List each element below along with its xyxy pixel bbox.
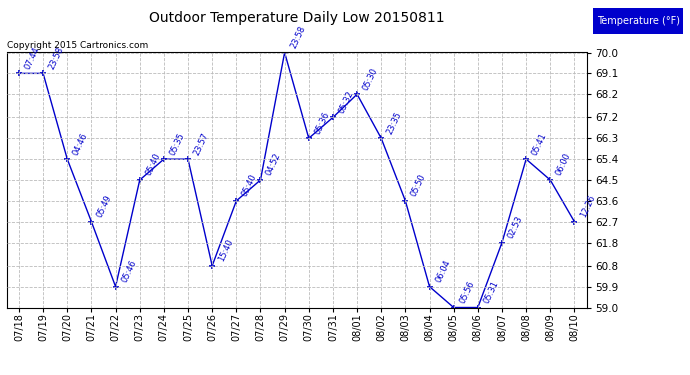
Text: 06:00: 06:00	[555, 152, 573, 177]
Text: 07:44: 07:44	[23, 45, 41, 70]
Text: 05:49: 05:49	[96, 194, 114, 219]
Text: 05:30: 05:30	[362, 66, 380, 92]
Text: 23:58: 23:58	[48, 45, 66, 70]
Text: 06:04: 06:04	[434, 258, 452, 284]
Text: 05:46: 05:46	[120, 258, 138, 284]
Text: Copyright 2015 Cartronics.com: Copyright 2015 Cartronics.com	[7, 41, 148, 50]
Text: 05:50: 05:50	[410, 173, 428, 198]
Text: Outdoor Temperature Daily Low 20150811: Outdoor Temperature Daily Low 20150811	[149, 11, 444, 25]
Text: 04:46: 04:46	[72, 131, 90, 156]
Text: 02:53: 02:53	[506, 214, 524, 240]
Text: 23:35: 23:35	[386, 110, 404, 135]
Text: 04:52: 04:52	[265, 152, 283, 177]
Text: 05:41: 05:41	[531, 131, 549, 156]
Text: 23:57: 23:57	[193, 131, 210, 156]
Text: 12:26: 12:26	[579, 194, 597, 219]
Text: 05:56: 05:56	[458, 279, 476, 305]
Text: 05:40: 05:40	[144, 152, 162, 177]
Text: Temperature (°F): Temperature (°F)	[597, 16, 680, 26]
Text: 15:40: 15:40	[217, 238, 235, 263]
Text: 05:32: 05:32	[337, 89, 355, 115]
Text: 23:58: 23:58	[289, 24, 307, 50]
Text: 05:40: 05:40	[241, 173, 259, 198]
Text: 05:31: 05:31	[482, 279, 500, 305]
Text: 05:36: 05:36	[313, 110, 331, 135]
Text: 05:35: 05:35	[168, 131, 186, 156]
